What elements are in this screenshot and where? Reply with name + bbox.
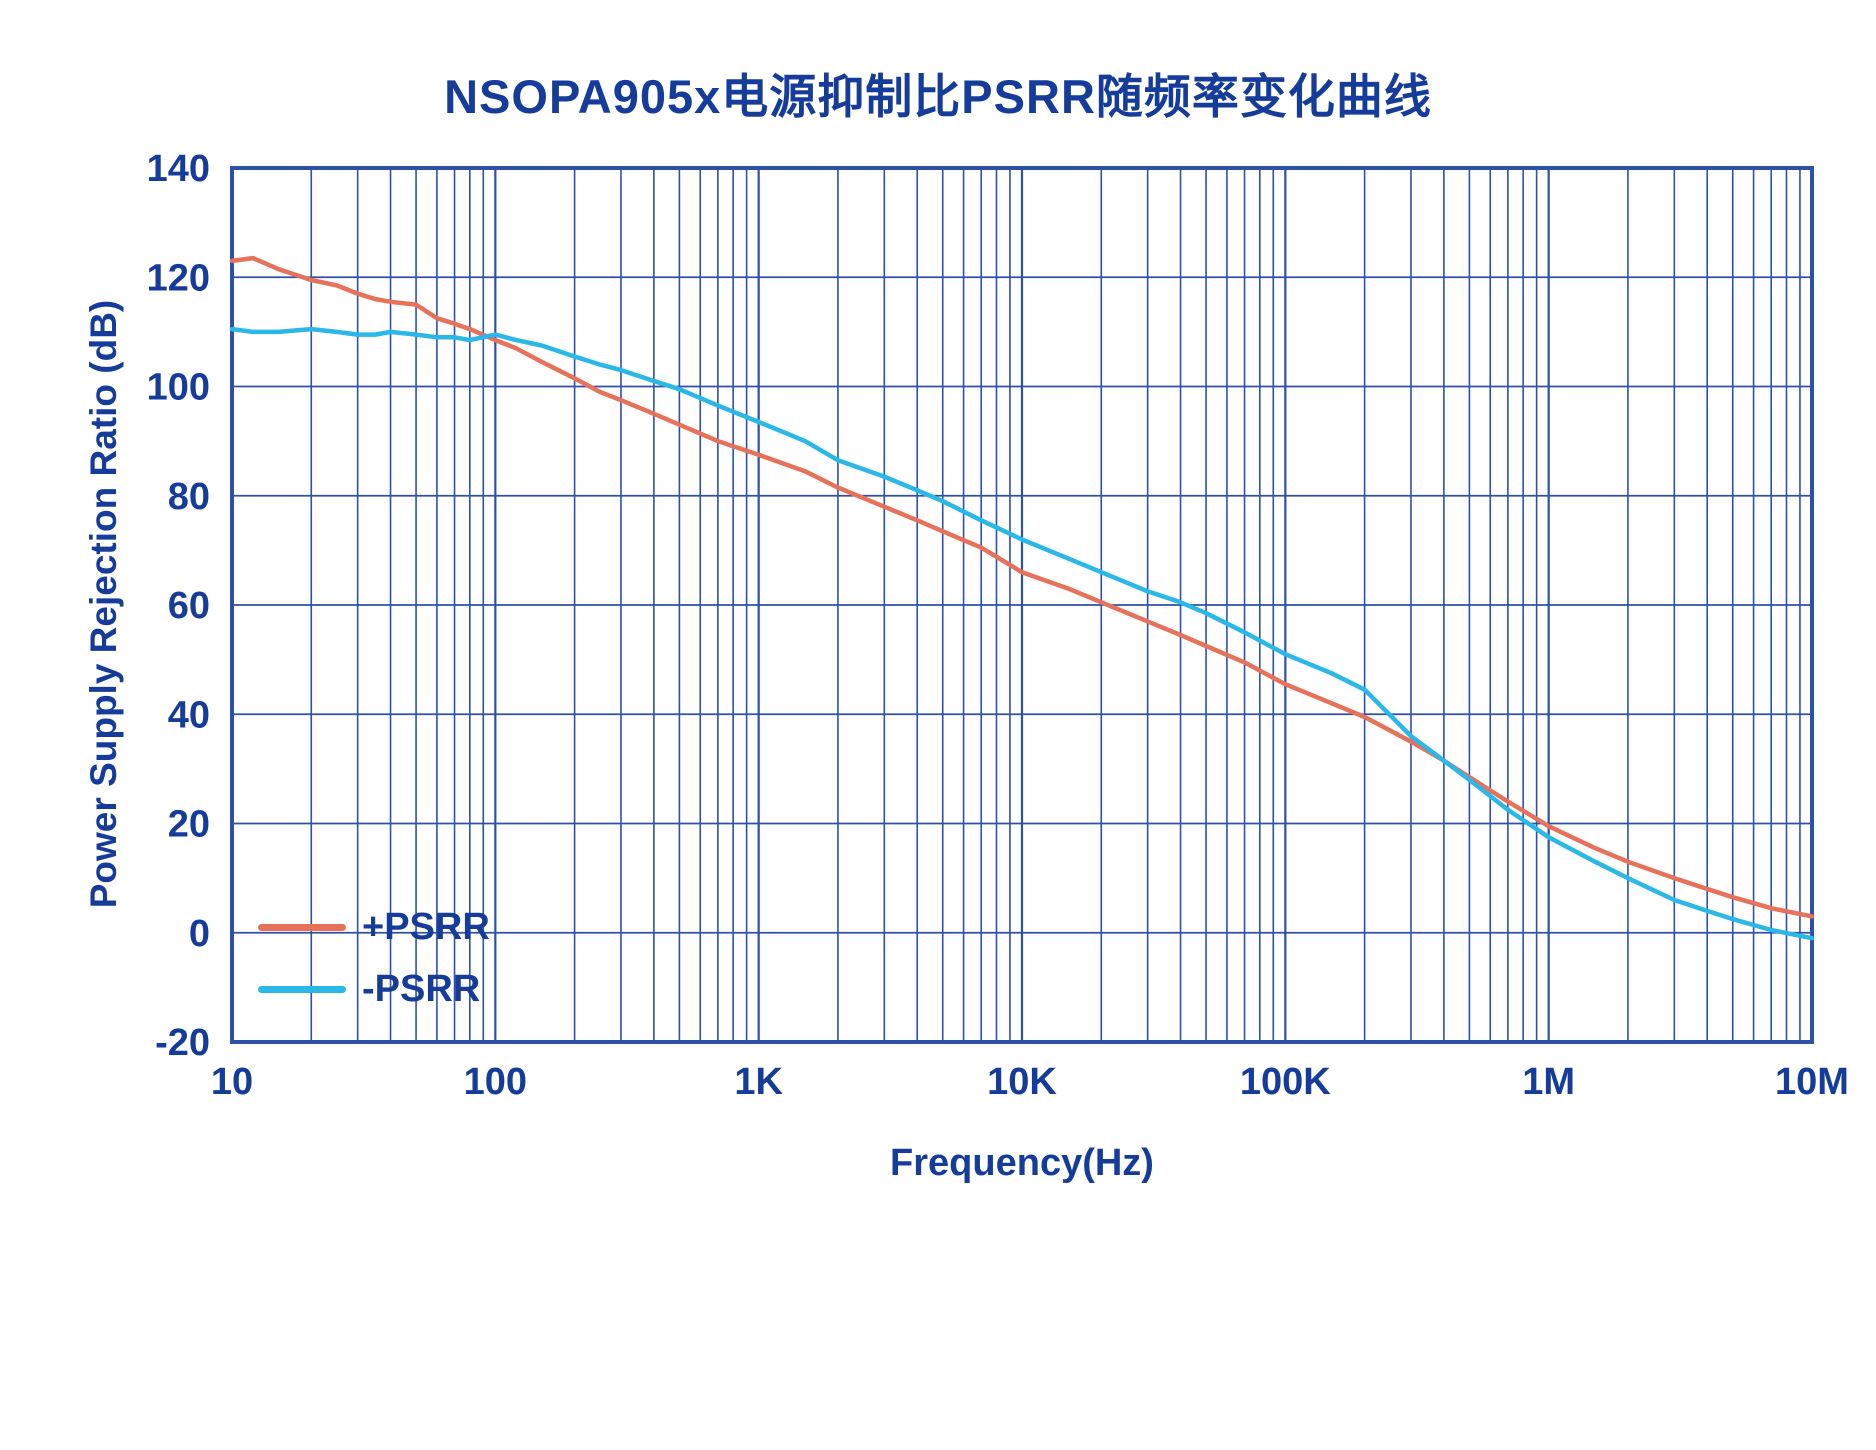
x-tick-label: 10K [987, 1061, 1057, 1103]
y-tick-label: 120 [147, 257, 210, 299]
series-line-neg-psrr [229, 326, 1815, 941]
x-tick-label: 1M [1522, 1061, 1575, 1103]
x-tick-label: 100 [464, 1061, 527, 1103]
y-axis-label: Power Supply Rejection Ratio (dB) [83, 299, 124, 909]
legend-label-pos-psrr: +PSRR [362, 906, 490, 948]
x-tick-label: 10 [211, 1061, 253, 1103]
legend: +PSRR -PSRR [258, 908, 490, 1008]
y-tick-label: 80 [168, 476, 210, 518]
y-tick-label: 40 [168, 694, 210, 736]
y-tick-label: 100 [147, 367, 210, 409]
x-tick-label: 100K [1240, 1061, 1331, 1103]
pos-psrr-line-swatch [258, 923, 346, 931]
legend-item-pos-psrr: +PSRR [258, 908, 490, 946]
x-tick-label: 10M [1775, 1061, 1849, 1103]
neg-psrr-line-swatch [258, 985, 346, 993]
y-tick-label: 140 [147, 148, 210, 190]
series-line-pos-psrr [229, 255, 1815, 919]
x-tick-label: 1K [734, 1061, 783, 1103]
x-axis-label: Frequency(Hz) [890, 1142, 1154, 1184]
y-tick-label: 60 [168, 585, 210, 627]
legend-label-neg-psrr: -PSRR [362, 968, 481, 1010]
y-tick-label: 0 [189, 913, 210, 955]
chart-title: NSOPA905x电源抑制比PSRR随频率变化曲线 [444, 70, 1432, 123]
plot-frame [230, 166, 1814, 1044]
y-tick-label: 20 [168, 804, 210, 846]
y-tick-label: -20 [155, 1022, 210, 1064]
legend-item-neg-psrr: -PSRR [258, 970, 490, 1008]
